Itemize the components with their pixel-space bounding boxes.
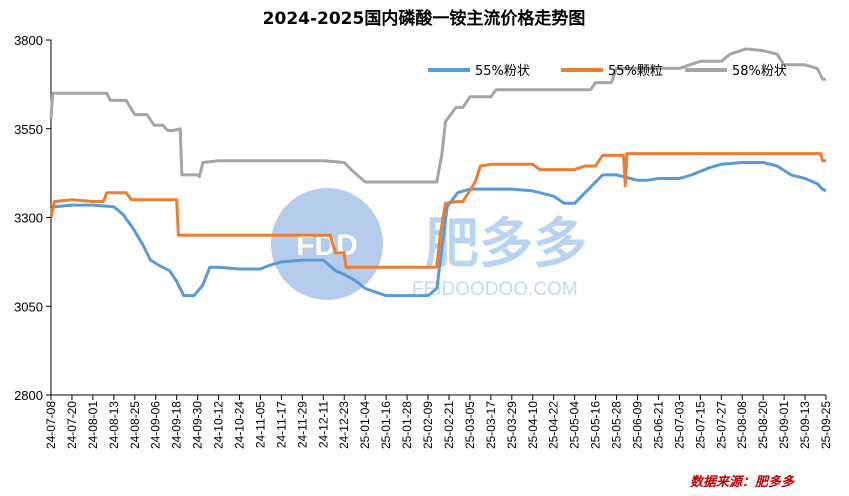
x-tick-label: 24-11-29 (295, 401, 309, 448)
x-tick-label: 25-05-16 (589, 401, 603, 449)
x-tick-label: 25-05-28 (610, 401, 624, 449)
x-tick-label: 24-10-12 (212, 401, 226, 449)
legend: 55%粉状 55%颗粒 58%粉状 (428, 64, 787, 79)
x-tick-label: 24-09-18 (170, 401, 184, 449)
x-tick-label: 25-01-16 (379, 401, 393, 449)
series-lines (49, 47, 827, 298)
watermark-logo-circle (271, 188, 383, 300)
x-tick-label: 24-11-17 (274, 401, 288, 448)
x-tick-label: 24-09-30 (191, 401, 205, 449)
x-tick-label: 24-12-11 (316, 401, 330, 448)
x-tick-label: 24-10-24 (233, 401, 247, 449)
x-tick-label: 25-03-17 (484, 401, 498, 449)
y-tick-label: 3550 (14, 122, 43, 137)
x-tick-label: 25-06-21 (651, 401, 665, 449)
chart-title: 2024-2025国内磷酸一铵主流价格走势图 (263, 8, 586, 29)
x-tick-label: 25-03-29 (505, 401, 519, 449)
x-tick-label: 25-04-10 (526, 401, 540, 449)
y-tick-label: 3300 (14, 211, 43, 226)
x-tick-label: 24-08-25 (128, 401, 142, 449)
x-tick-label: 24-08-01 (86, 401, 100, 449)
watermark: FDD 肥多多 FEIDOODOO.COM (271, 188, 587, 300)
x-tick-label: 25-07-15 (693, 401, 707, 449)
x-tick-label: 24-12-23 (337, 401, 351, 449)
x-tick-label: 25-01-28 (400, 401, 414, 449)
x-tick-label: 24-07-20 (65, 401, 79, 449)
y-tick-label: 3050 (14, 299, 43, 314)
x-tick-label: 25-04-22 (547, 401, 561, 449)
x-tick-label: 25-07-03 (672, 401, 686, 449)
legend-label: 55%颗粒 (608, 64, 663, 79)
x-tick-label: 24-11-05 (253, 401, 267, 448)
x-tick-label: 25-08-20 (756, 401, 770, 449)
data-source: 数据来源：肥多多 (690, 474, 795, 490)
x-tick-label: 25-09-01 (777, 401, 791, 449)
x-tick-label: 25-09-13 (798, 401, 812, 449)
x-tick-label: 25-07-27 (714, 401, 728, 449)
watermark-url: FEIDOODOO.COM (412, 279, 578, 300)
x-tick-label: 25-02-21 (442, 401, 456, 449)
legend-label: 55%粉状 (475, 64, 530, 79)
x-tick-label: 24-09-06 (149, 401, 163, 449)
x-tick-label: 24-08-13 (107, 401, 121, 449)
y-tick-label: 2800 (14, 388, 43, 403)
x-tick-label: 25-09-25 (819, 401, 833, 449)
watermark-name: 肥多多 (425, 212, 587, 275)
y-axis-ticks: 2800 3050 3300 3550 3800 (14, 33, 51, 403)
series-line-3 (49, 47, 826, 184)
x-axis-ticks: 24-07-08 24-07-20 24-08-01 24-08-13 24-08-25… (44, 395, 833, 449)
y-tick-label: 3800 (14, 33, 43, 48)
series-line-1 (49, 161, 827, 298)
series-line-2 (49, 152, 826, 269)
x-tick-label: 25-03-05 (463, 401, 477, 449)
x-tick-label: 25-02-09 (421, 401, 435, 449)
x-tick-label: 25-08-08 (735, 401, 749, 449)
x-tick-label: 24-07-08 (44, 401, 58, 449)
legend-label: 58%粉状 (732, 64, 787, 79)
x-tick-label: 25-06-09 (630, 401, 644, 449)
x-tick-label: 25-05-04 (568, 401, 582, 449)
x-tick-label: 25-01-04 (358, 401, 372, 449)
